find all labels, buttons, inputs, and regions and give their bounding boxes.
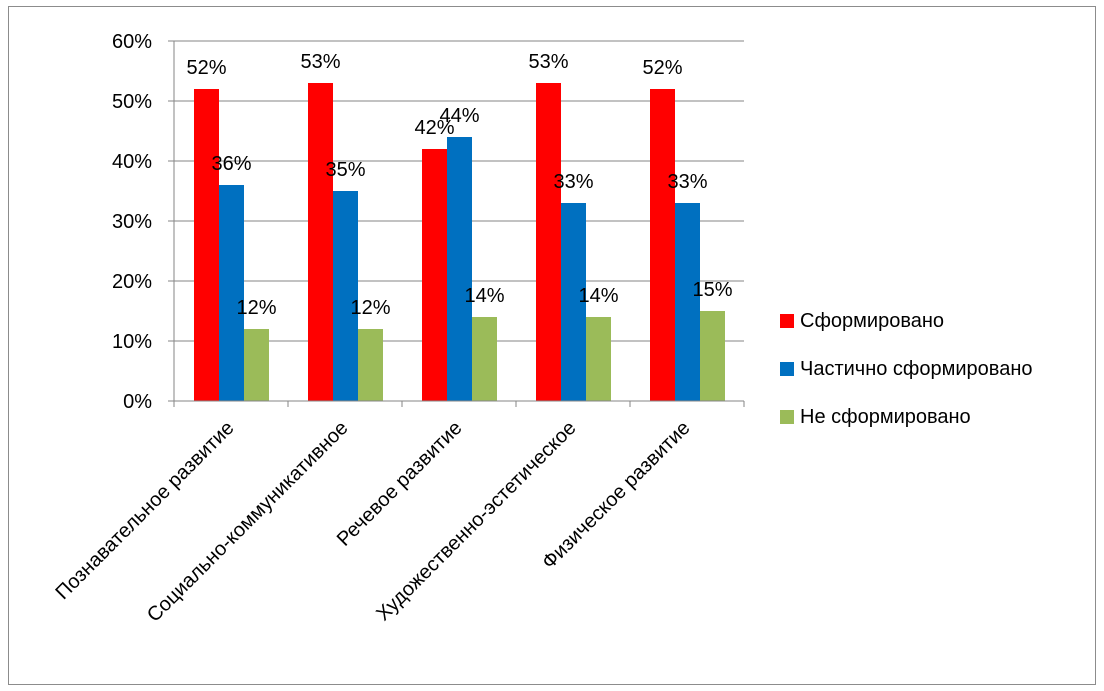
- y-axis-tick-labels: 0% 10% 20% 30% 40% 50% 60%: [112, 31, 152, 413]
- x-tick-label: Социально-коммуникативное: [143, 417, 353, 627]
- x-axis-tick-labels: Познавательное развитиеСоциально-коммуни…: [52, 417, 695, 627]
- data-label-series-1: 35%: [325, 159, 365, 181]
- data-label-series-2: 12%: [350, 297, 390, 319]
- data-label-series-1: 33%: [553, 171, 593, 193]
- y-tick-label: 60%: [112, 31, 152, 53]
- bar-series-2: [244, 329, 269, 401]
- bar-series-1: [561, 203, 586, 401]
- legend-item-series-1: Частично сформировано: [780, 354, 1033, 384]
- data-label-series-0: 53%: [300, 51, 340, 73]
- bar-series-0: [536, 83, 561, 401]
- data-label-series-1: 44%: [439, 105, 479, 127]
- y-tick-label: 50%: [112, 91, 152, 113]
- bar-series-0: [422, 149, 447, 401]
- bar-series-1: [333, 191, 358, 401]
- data-labels: 52% 36% 12% 53% 35% 12% 42%44% 14% 53% 33% 14% 52% 3…: [186, 51, 732, 319]
- bar-series-1: [447, 137, 472, 401]
- data-label-series-0: 53%: [528, 51, 568, 73]
- legend-swatch-series-1: [780, 362, 794, 376]
- y-tick-label: 30%: [112, 211, 152, 233]
- x-tick-label: Познавательное развитие: [52, 417, 239, 604]
- bar-series-0: [308, 83, 333, 401]
- legend-item-series-0: Сформировано: [780, 306, 1033, 336]
- legend-label-series-1: Частично сформировано: [800, 357, 1033, 380]
- y-tick-label: 10%: [112, 331, 152, 353]
- data-label-series-2: 14%: [464, 285, 504, 307]
- y-tick-label: 40%: [112, 151, 152, 173]
- y-tick-label: 0%: [123, 391, 152, 413]
- bar-series-0: [650, 89, 675, 401]
- legend-swatch-series-2: [780, 410, 794, 424]
- bar-series-0: [194, 89, 219, 401]
- data-label-series-2: 15%: [692, 279, 732, 301]
- axes: [173, 41, 745, 407]
- bar-series-2: [586, 317, 611, 401]
- x-tick-label: Художественно-эстетическое: [372, 417, 580, 625]
- legend-label-series-2: Не сформировано: [800, 405, 971, 428]
- bar-series-1: [675, 203, 700, 401]
- legend-label-series-0: Сформировано: [800, 309, 945, 332]
- bar-series-2: [700, 311, 725, 401]
- bar-series-1: [219, 185, 244, 401]
- legend: Сформировано Частично сформировано Не сф…: [780, 306, 1033, 450]
- data-label-series-2: 12%: [236, 297, 276, 319]
- y-tick-label: 20%: [112, 271, 152, 293]
- data-label-series-2: 14%: [578, 285, 618, 307]
- bar-series-2: [358, 329, 383, 401]
- data-label-series-1: 33%: [667, 171, 707, 193]
- bar-series-2: [472, 317, 497, 401]
- data-label-series-0: 42%: [414, 117, 454, 139]
- legend-swatch-series-0: [780, 314, 794, 328]
- legend-item-series-2: Не сформировано: [780, 402, 1033, 432]
- data-label-series-1: 36%: [211, 153, 251, 175]
- x-tick-label: Речевое развитие: [333, 417, 467, 551]
- bars: [194, 83, 725, 401]
- data-label-series-0: 52%: [642, 57, 682, 79]
- data-label-series-0: 52%: [186, 57, 226, 79]
